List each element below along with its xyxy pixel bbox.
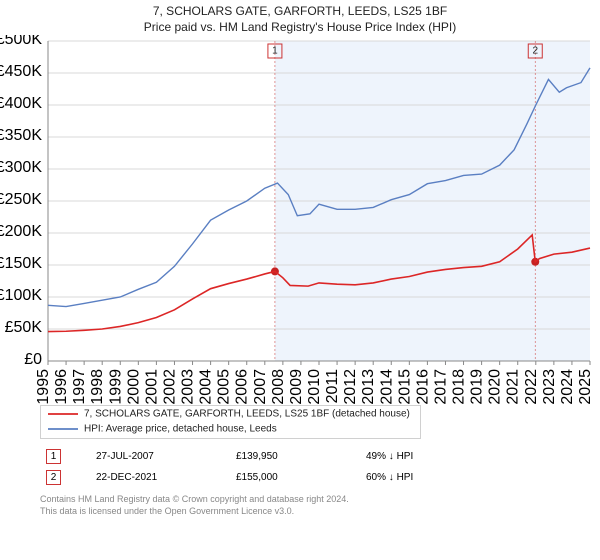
x-tick-label: 2014: [378, 369, 395, 405]
x-tick-label: 1996: [53, 369, 70, 405]
x-tick-label: 2003: [180, 369, 197, 405]
x-tick-label: 2024: [559, 369, 576, 405]
event-num-box: 2: [46, 470, 61, 485]
event-number: 1: [272, 46, 278, 57]
x-tick-label: 2013: [360, 369, 377, 405]
y-tick-label: £200K: [0, 223, 42, 240]
x-tick-label: 1999: [107, 369, 124, 405]
event-date: 27-JUL-2007: [92, 447, 230, 466]
credits-line2: This data is licensed under the Open Gov…: [40, 505, 572, 517]
x-tick-label: 2011: [324, 369, 341, 404]
x-tick-label: 2006: [234, 369, 251, 405]
x-tick-label: 2002: [161, 369, 178, 405]
x-tick-label: 2015: [396, 369, 413, 405]
y-tick-label: £0: [24, 351, 42, 368]
x-tick-label: 1995: [35, 369, 52, 405]
x-tick-label: 2004: [198, 369, 215, 405]
x-tick-label: 2007: [252, 369, 269, 405]
price-chart: £0 £50K £100K £150K £200K £250K £300K £350K £400…: [0, 35, 600, 405]
legend-label: 7, SCHOLARS GATE, GARFORTH, LEEDS, LS25 …: [84, 409, 410, 420]
event-row: 1 27-JUL-2007£139,95049% ↓ HPI: [42, 447, 570, 466]
x-tick-label: 2022: [523, 369, 540, 405]
credits-line1: Contains HM Land Registry data © Crown c…: [40, 493, 572, 505]
x-tick-label: 2001: [143, 369, 160, 405]
y-tick-label: £300K: [0, 159, 42, 176]
x-tick-label: 2023: [541, 369, 558, 405]
x-tick-label: 2005: [216, 369, 233, 405]
event-delta: 49% ↓ HPI: [362, 447, 570, 466]
x-tick-label: 2008: [270, 369, 287, 405]
legend: 7, SCHOLARS GATE, GARFORTH, LEEDS, LS25 …: [40, 405, 570, 441]
y-tick-label: £100K: [0, 287, 42, 304]
x-tick-label: 2018: [451, 369, 468, 405]
y-tick-label: £250K: [0, 191, 42, 208]
chart-title: 7, SCHOLARS GATE, GARFORTH, LEEDS, LS25 …: [0, 4, 600, 35]
event-number: 2: [532, 46, 538, 57]
x-tick-label: 2020: [487, 369, 504, 405]
credits: Contains HM Land Registry data © Crown c…: [40, 493, 572, 517]
y-tick-label: £350K: [0, 127, 42, 144]
x-tick-label: 1998: [89, 369, 106, 405]
y-tick-label: £50K: [5, 319, 43, 336]
x-tick-label: 1997: [71, 369, 88, 405]
x-tick-label: 2025: [577, 369, 594, 405]
x-tick-label: 2016: [414, 369, 431, 405]
events-table: 1 27-JUL-2007£139,95049% ↓ HPI 2 22-DEC-202…: [40, 445, 572, 489]
x-tick-label: 2019: [469, 369, 486, 405]
y-tick-label: £150K: [0, 255, 42, 272]
x-tick-label: 2010: [306, 369, 323, 405]
y-tick-label: £450K: [0, 63, 42, 80]
event-delta: 60% ↓ HPI: [362, 468, 570, 487]
event-row: 2 22-DEC-2021£155,00060% ↓ HPI: [42, 468, 570, 487]
y-tick-label: £500K: [0, 35, 42, 48]
event-date: 22-DEC-2021: [92, 468, 230, 487]
x-tick-label: 2021: [505, 369, 522, 405]
event-price: £155,000: [232, 468, 360, 487]
title-line1: 7, SCHOLARS GATE, GARFORTH, LEEDS, LS25 …: [0, 4, 600, 20]
title-line2: Price paid vs. HM Land Registry's House …: [0, 20, 600, 36]
legend-label: HPI: Average price, detached house, Leed…: [84, 424, 277, 435]
x-tick-label: 2009: [288, 369, 305, 405]
x-tick-label: 2012: [342, 369, 359, 405]
event-num-box: 1: [46, 449, 61, 464]
y-tick-label: £400K: [0, 95, 42, 112]
event-price: £139,950: [232, 447, 360, 466]
x-tick-label: 2000: [125, 369, 142, 405]
x-tick-label: 2017: [432, 369, 449, 405]
